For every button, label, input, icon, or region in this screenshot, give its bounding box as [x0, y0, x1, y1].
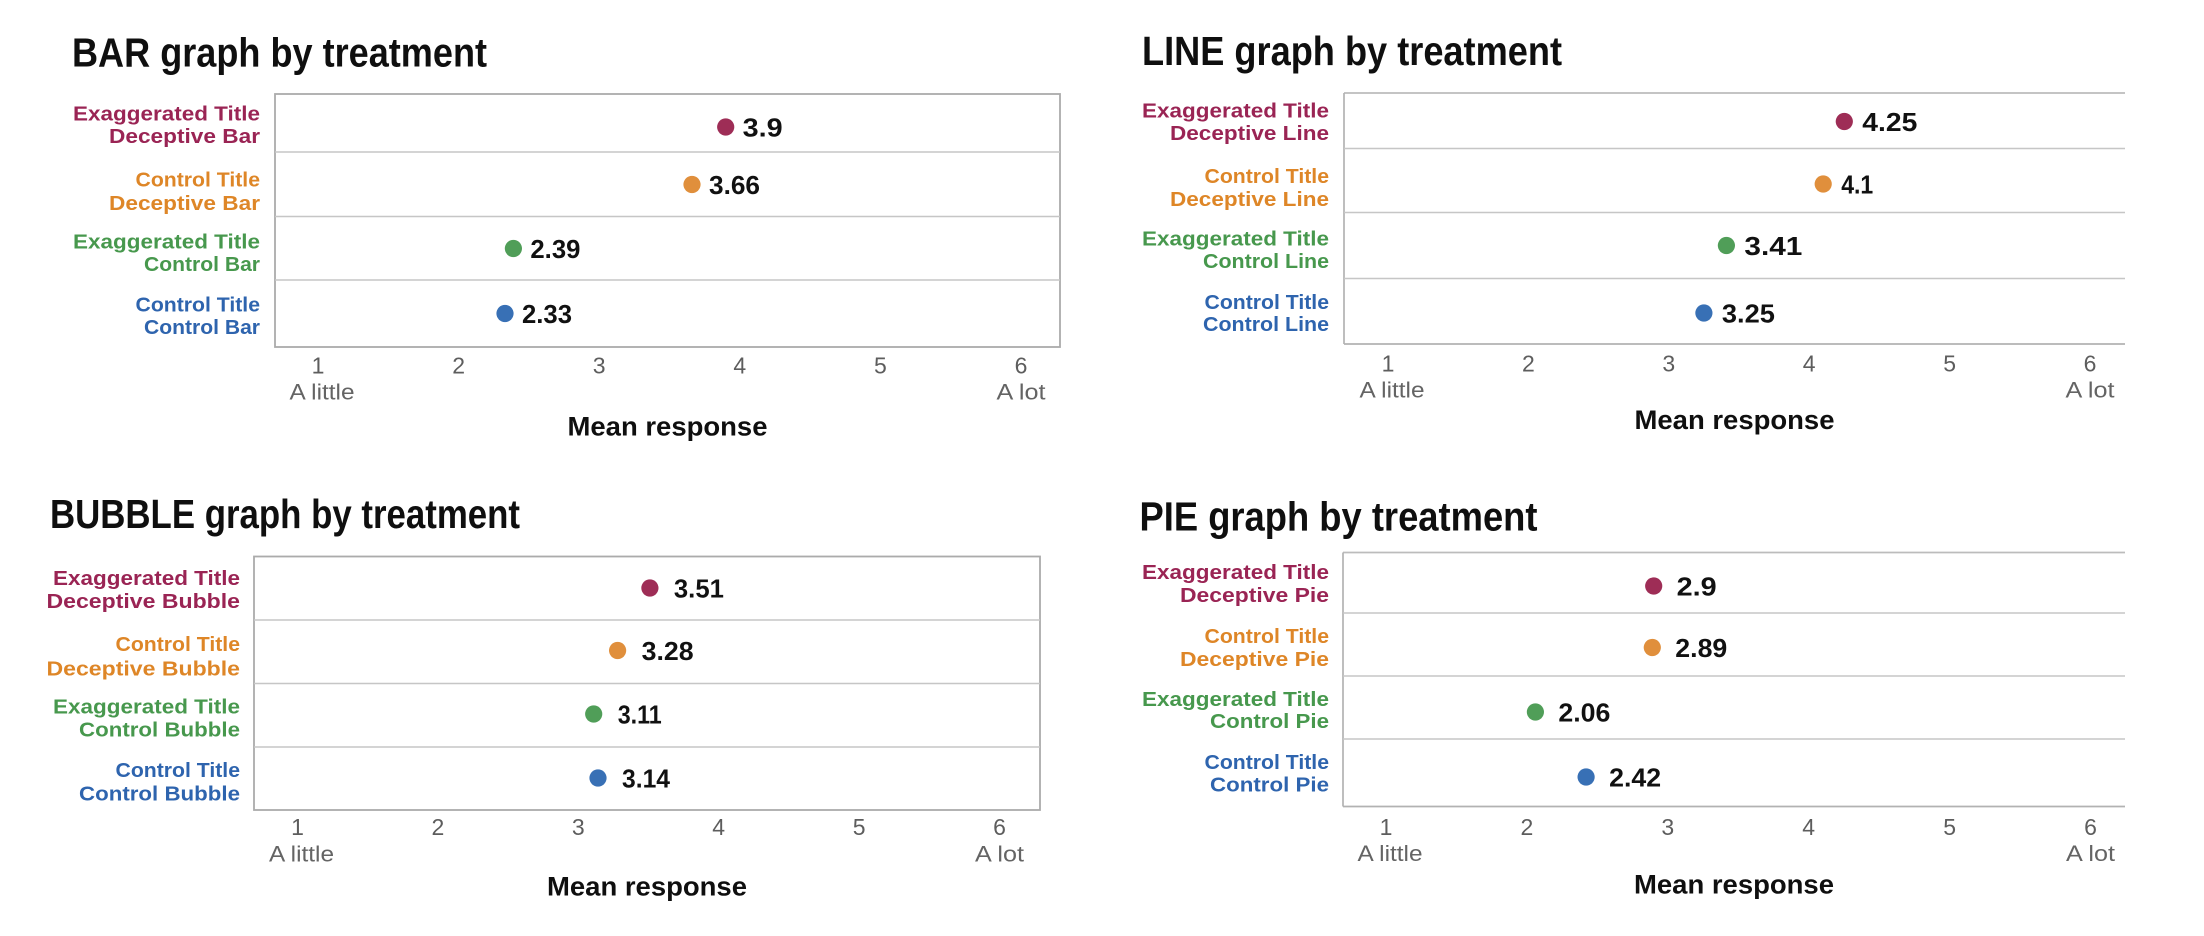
svg-text:3.41: 3.41 [1744, 231, 1802, 261]
svg-text:6: 6 [993, 814, 1006, 840]
svg-text:5: 5 [1943, 351, 1956, 377]
svg-text:3.11: 3.11 [618, 700, 662, 730]
svg-text:2.06: 2.06 [1558, 698, 1610, 728]
svg-text:2.89: 2.89 [1675, 633, 1727, 663]
svg-text:3.51: 3.51 [674, 574, 724, 604]
svg-text:Mean response: Mean response [568, 411, 768, 441]
svg-text:PIE graph by treatment: PIE graph by treatment [1140, 494, 1538, 540]
svg-text:Control Title: Control Title [136, 293, 261, 316]
svg-text:Deceptive Bubble: Deceptive Bubble [47, 590, 241, 613]
svg-text:Deceptive Line: Deceptive Line [1170, 122, 1329, 145]
svg-text:A lot: A lot [975, 842, 1024, 867]
svg-text:Control Title: Control Title [1205, 751, 1330, 774]
svg-text:Control Title: Control Title [1205, 165, 1330, 188]
svg-text:Deceptive Bar: Deceptive Bar [109, 125, 260, 148]
svg-text:5: 5 [853, 814, 866, 840]
svg-text:Control Line: Control Line [1203, 250, 1329, 273]
svg-text:4: 4 [1802, 814, 1815, 840]
svg-text:Deceptive Pie: Deceptive Pie [1180, 648, 1329, 671]
svg-text:A little: A little [290, 380, 355, 405]
svg-text:Control Title: Control Title [116, 759, 241, 782]
svg-text:1: 1 [1382, 351, 1395, 377]
svg-text:3.25: 3.25 [1722, 299, 1775, 329]
svg-text:Control Bar: Control Bar [144, 316, 260, 339]
svg-text:2: 2 [452, 353, 465, 379]
svg-text:Control Title: Control Title [116, 633, 241, 656]
svg-text:4: 4 [712, 814, 725, 840]
svg-text:2: 2 [1522, 351, 1535, 377]
svg-text:2.42: 2.42 [1609, 763, 1661, 793]
svg-text:Exaggerated Title: Exaggerated Title [73, 102, 260, 125]
svg-text:4: 4 [733, 353, 746, 379]
svg-text:Mean response: Mean response [1635, 405, 1835, 435]
svg-text:5: 5 [874, 353, 887, 379]
svg-text:Control Line: Control Line [1203, 313, 1329, 336]
svg-text:BUBBLE graph by treatment: BUBBLE graph by treatment [50, 491, 520, 537]
svg-text:Control Pie: Control Pie [1210, 774, 1329, 797]
svg-text:Exaggerated Title: Exaggerated Title [53, 567, 240, 590]
svg-text:3.14: 3.14 [622, 764, 671, 794]
svg-text:1: 1 [291, 814, 304, 840]
svg-text:2.33: 2.33 [522, 299, 572, 329]
svg-text:6: 6 [1015, 353, 1028, 379]
svg-text:Exaggerated Title: Exaggerated Title [1142, 561, 1329, 584]
svg-text:LINE graph by treatment: LINE graph by treatment [1142, 28, 1562, 74]
svg-text:Control Bar: Control Bar [144, 253, 260, 276]
svg-text:A little: A little [1360, 378, 1425, 403]
svg-text:A lot: A lot [997, 380, 1046, 405]
svg-text:Exaggerated Title: Exaggerated Title [1142, 688, 1329, 711]
svg-text:Deceptive Line: Deceptive Line [1170, 188, 1329, 211]
svg-text:Deceptive Bubble: Deceptive Bubble [47, 658, 241, 681]
svg-text:3: 3 [593, 353, 606, 379]
svg-text:6: 6 [2084, 814, 2097, 840]
svg-text:1: 1 [1380, 814, 1393, 840]
svg-text:3: 3 [1662, 351, 1675, 377]
svg-text:2.9: 2.9 [1677, 572, 1717, 602]
svg-text:4.1: 4.1 [1841, 170, 1873, 200]
svg-text:3.9: 3.9 [743, 113, 783, 143]
svg-text:A little: A little [1358, 841, 1423, 866]
svg-text:A little: A little [269, 842, 334, 867]
svg-text:4.25: 4.25 [1862, 107, 1917, 137]
svg-text:2: 2 [432, 814, 445, 840]
svg-text:Exaggerated Title: Exaggerated Title [53, 696, 240, 719]
svg-text:A lot: A lot [2066, 378, 2115, 403]
svg-text:6: 6 [2084, 351, 2097, 377]
svg-text:Control Bubble: Control Bubble [79, 719, 240, 742]
svg-text:Deceptive Bar: Deceptive Bar [109, 192, 260, 215]
svg-text:3: 3 [572, 814, 585, 840]
svg-text:Control Title: Control Title [1205, 625, 1330, 648]
svg-text:3.28: 3.28 [642, 636, 694, 666]
svg-text:BAR graph by treatment: BAR graph by treatment [72, 30, 487, 76]
svg-text:Mean response: Mean response [1634, 870, 1834, 900]
svg-text:5: 5 [1943, 814, 1956, 840]
svg-text:4: 4 [1803, 351, 1816, 377]
svg-text:A lot: A lot [2066, 841, 2115, 866]
svg-text:2.39: 2.39 [530, 234, 580, 264]
svg-text:3: 3 [1661, 814, 1674, 840]
svg-text:1: 1 [312, 353, 325, 379]
svg-text:Control Title: Control Title [1205, 291, 1330, 314]
svg-text:3.66: 3.66 [709, 170, 760, 200]
svg-text:Exaggerated Title: Exaggerated Title [1142, 228, 1329, 251]
svg-text:Control Title: Control Title [136, 169, 261, 192]
svg-text:Control Pie: Control Pie [1210, 710, 1329, 733]
svg-text:Exaggerated Title: Exaggerated Title [73, 231, 260, 254]
svg-text:2: 2 [1521, 814, 1534, 840]
svg-text:Mean response: Mean response [547, 872, 747, 902]
svg-text:Exaggerated Title: Exaggerated Title [1142, 100, 1329, 123]
svg-text:Deceptive Pie: Deceptive Pie [1180, 584, 1329, 607]
svg-text:Control Bubble: Control Bubble [79, 783, 240, 806]
